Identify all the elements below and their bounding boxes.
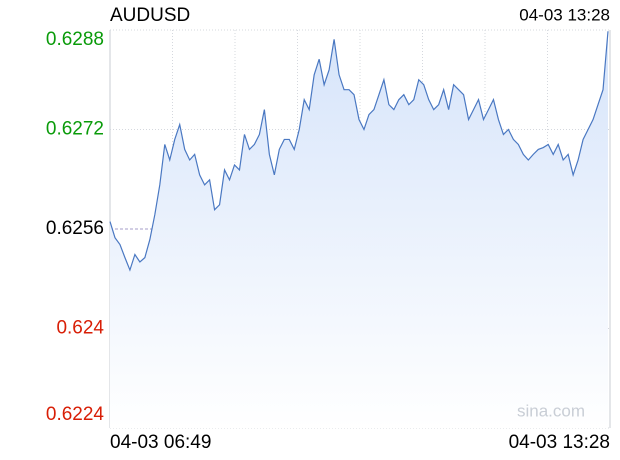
y-tick-label: 0.6224 xyxy=(46,404,105,425)
y-tick-label: 0.6256 xyxy=(46,218,104,239)
y-tick-label: 0.6288 xyxy=(46,29,104,50)
chart-title: AUDUSD xyxy=(110,5,190,26)
area xyxy=(110,31,608,429)
price-line xyxy=(109,31,609,272)
update-time: 04-03 13:28 xyxy=(519,5,610,24)
x-tick-label: 04-03 06:49 xyxy=(110,432,211,453)
x-tick-label: 04-03 13:28 xyxy=(509,432,610,453)
watermark: sina.com xyxy=(517,401,585,420)
y-tick-label: 0.6272 xyxy=(46,119,104,140)
y-tick-label: 0.624 xyxy=(56,318,104,339)
